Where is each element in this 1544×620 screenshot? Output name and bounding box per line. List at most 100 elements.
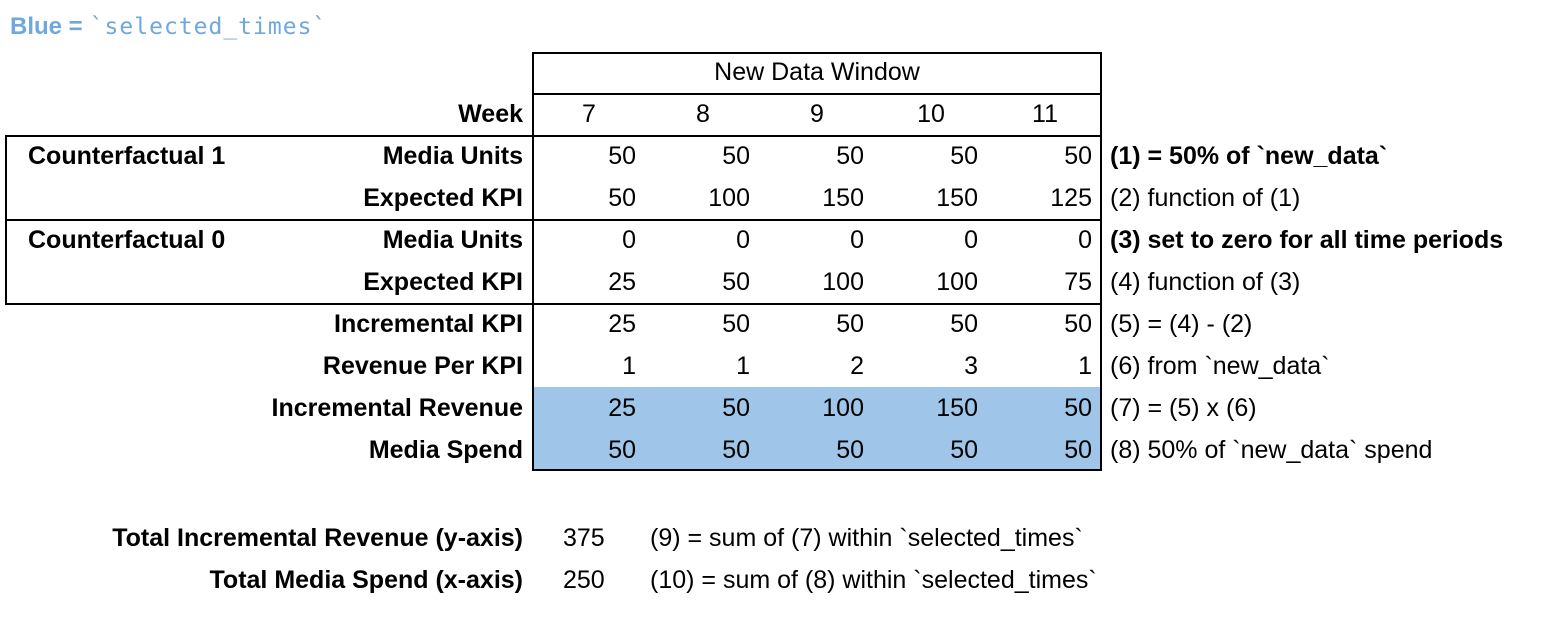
row-annotation: (4) function of (3) [1110,268,1301,296]
row-annotation: (2) function of (1) [1110,184,1301,212]
data-cell: 3 [964,352,978,380]
row-cells: 1 1 2 3 1 [532,345,1102,387]
total-annotation: (10) = sum of (8) within `selected_times… [650,566,1097,594]
grid-line-group-box-left [5,135,7,305]
week-cells: 7 8 9 10 11 [532,93,1102,135]
data-cell: 50 [608,142,636,170]
data-cell: 150 [936,184,978,212]
data-cell: 0 [964,226,978,254]
data-cell: 2 [850,352,864,380]
grid-line-week-bottom [5,135,1102,137]
data-cell: 50 [722,436,750,464]
data-cell: 50 [836,436,864,464]
table-row-cf0-expected-kpi: Expected KPI 25 50 100 100 75 (4) functi… [0,261,1544,303]
week-row: Week 7 8 9 10 11 [0,93,1544,135]
table-row-cf0-media-units: Counterfactual 0 Media Units 0 0 0 0 0 (… [0,219,1544,261]
new-data-window-header: New Data Window [714,58,920,86]
grid-line-cf0-bottom [5,303,1102,305]
row-cells: 50 50 50 50 50 [532,429,1102,471]
data-cell: 25 [608,310,636,338]
table-row-revenue-per-kpi: Revenue Per KPI 1 1 2 3 1 (6) from `new_… [0,345,1544,387]
table-row-cf1-expected-kpi: Expected KPI 50 100 150 150 125 (2) func… [0,177,1544,219]
row-label: Media Spend [368,436,523,464]
data-cell: 50 [836,142,864,170]
data-cell: 0 [1078,226,1092,254]
grid-line-table-bottom [532,469,1102,471]
data-cell: 1 [622,352,636,380]
data-cell: 75 [1064,268,1092,296]
data-cell: 150 [936,394,978,422]
week-cell: 11 [1032,100,1058,128]
week-cell: 10 [917,100,945,128]
data-cell: 100 [708,184,750,212]
data-cell: 50 [1064,394,1092,422]
row-cells: 25 50 50 50 50 [532,303,1102,345]
grid-line-right-border [1100,52,1102,471]
week-row-label: Week [458,100,523,128]
data-cell: 50 [722,268,750,296]
data-cell: 0 [736,226,750,254]
data-cell: 50 [608,184,636,212]
total-value: 250 [563,566,605,594]
row-label: Revenue Per KPI [322,352,523,380]
table-row-incremental-revenue: Incremental Revenue 25 50 100 150 50 (7)… [0,387,1544,429]
row-cells: 0 0 0 0 0 [532,219,1102,261]
data-cell: 125 [1050,184,1092,212]
row-annotation: (8) 50% of `new_data` spend [1110,436,1433,464]
data-cell: 50 [608,436,636,464]
total-label: Total Media Spend (x-axis) [209,566,523,594]
data-cell: 50 [950,436,978,464]
total-incremental-revenue-row: Total Incremental Revenue (y-axis) 375 (… [0,517,1544,559]
data-cell: 50 [1064,310,1092,338]
row-annotation: (1) = 50% of `new_data` [1110,142,1388,170]
row-cells: 25 50 100 100 75 [532,261,1102,303]
data-cell: 50 [722,142,750,170]
total-annotation: (9) = sum of (7) within `selected_times` [650,524,1083,552]
grid-line-header-top [532,52,1102,54]
group-label-counterfactual-1: Counterfactual 1 [28,142,226,170]
data-cell: 150 [822,184,864,212]
data-cell: 100 [822,394,864,422]
data-cell: 1 [736,352,750,380]
row-label: Incremental Revenue [271,394,524,422]
data-cell: 25 [608,394,636,422]
table-row-incremental-kpi: Incremental KPI 25 50 50 50 50 (5) = (4)… [0,303,1544,345]
data-cell: 50 [950,310,978,338]
row-label: Expected KPI [363,184,523,212]
data-cell: 50 [722,394,750,422]
table-row-media-spend: Media Spend 50 50 50 50 50 (8) 50% of `n… [0,429,1544,471]
group-label-counterfactual-0: Counterfactual 0 [28,226,226,254]
data-cell: 50 [950,142,978,170]
data-cell: 25 [608,268,636,296]
week-cell: 9 [810,100,824,128]
row-annotation: (6) from `new_data` [1110,352,1330,380]
data-cell: 100 [822,268,864,296]
row-label: Expected KPI [363,268,523,296]
grid-line-header-bottom [532,93,1102,95]
row-label: Incremental KPI [334,310,523,338]
row-annotation: (7) = (5) x (6) [1110,394,1257,422]
row-cells: 50 50 50 50 50 [532,135,1102,177]
data-cell: 50 [1064,436,1092,464]
legend-label: Blue = [10,13,83,40]
data-cell: 1 [1078,352,1092,380]
row-cells: 25 50 100 150 50 [532,387,1102,429]
total-value: 375 [563,524,605,552]
week-cell: 8 [696,100,710,128]
selected-times-highlight [534,387,1100,471]
legend-code-selected-times: `selected_times` [89,14,328,40]
data-cell: 50 [1064,142,1092,170]
data-cell: 0 [850,226,864,254]
row-label: Media Units [382,142,523,170]
data-cell: 0 [622,226,636,254]
data-cell: 50 [722,310,750,338]
legend: Blue = `selected_times` [10,12,327,42]
total-label: Total Incremental Revenue (y-axis) [112,524,523,552]
week-cell: 7 [582,100,596,128]
grid-line-cf1-bottom [5,219,1102,221]
data-cell: 50 [836,310,864,338]
row-cells: 50 100 150 150 125 [532,177,1102,219]
row-annotation: (3) set to zero for all time periods [1110,226,1504,254]
row-annotation: (5) = (4) - (2) [1110,310,1253,338]
